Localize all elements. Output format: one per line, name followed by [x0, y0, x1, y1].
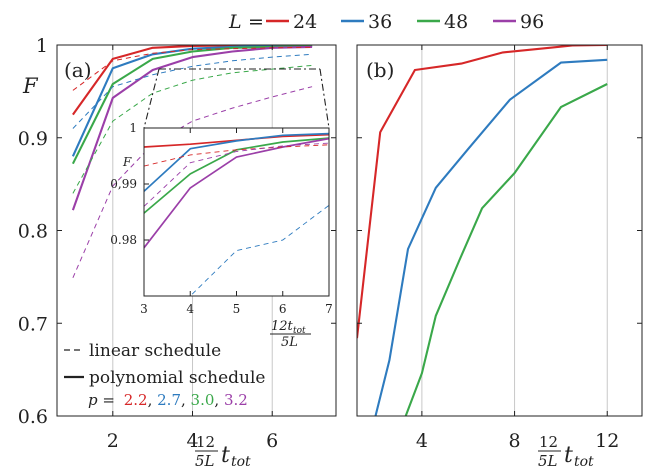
legend-label-96: 96 — [520, 11, 544, 33]
x-frac-den-a: 5L — [195, 452, 215, 470]
legend-label-24: 24 — [293, 11, 317, 33]
svg-text:p = 2.2, 2.7,: p = 2.2, 2.7, 3.0, 3.2 — [88, 391, 248, 409]
panel-b-lines — [357, 45, 608, 416]
x-tick-label: 6 — [266, 430, 278, 452]
polynomial-schedule-label: polynomial schedule — [89, 368, 265, 388]
y-tick-label: 0.6 — [18, 406, 48, 428]
legend-label-36: 36 — [368, 11, 392, 33]
x-t-b: t — [564, 443, 573, 468]
p-value-3.2: 3.2 — [224, 391, 248, 409]
top-legend: L = 24 36 48 96 — [228, 11, 544, 33]
series-line-L96-polynomial — [144, 137, 329, 249]
inset-ticks: 3 4 5 6 7 0.98 0,99 1 — [110, 121, 333, 316]
x-tick-label: 6 — [279, 302, 287, 316]
inset-x-label-bottom: 5L — [281, 335, 298, 350]
series-line-L36-polynomial — [144, 132, 329, 192]
p-prefix: p = — [88, 391, 115, 409]
x-t-a: t — [221, 443, 230, 468]
panel-b-x-axis-label: 12 5L t tot — [538, 433, 594, 470]
inset-lines — [144, 132, 329, 296]
panel-a-ticks: 2 4 6 0.6 0.7 0.8 0.9 1 — [18, 35, 336, 452]
series-line-L36-linear — [72, 53, 313, 129]
x-tick-label: 5 — [233, 302, 241, 316]
x-tick-label: 4 — [416, 430, 428, 452]
x-tick-label: 3 — [140, 302, 148, 316]
series-line-L36-polynomial — [374, 58, 608, 416]
series-line-L36-linear — [189, 204, 329, 296]
legend-label-48: 48 — [444, 11, 468, 33]
series-line-L48-linear — [72, 64, 313, 194]
panel-b-label: (b) — [366, 58, 394, 82]
series-group — [144, 132, 329, 296]
p-value-2.2: 2.2 — [124, 391, 148, 409]
y-tick-label: 0.9 — [18, 128, 48, 150]
y-tick-label: 1 — [36, 35, 48, 57]
inset-x-label-sub: tot — [293, 326, 306, 336]
p-value-2.7: 2.7 — [157, 391, 181, 409]
y-tick-label: 1 — [129, 121, 137, 135]
x-frac-den-b: 5L — [538, 452, 558, 470]
y-tick-label: 0.7 — [18, 313, 48, 335]
legend-L-symbol: L — [228, 11, 242, 33]
p-value-3.0: 3.0 — [191, 391, 215, 409]
x-tick-label: 2 — [107, 430, 119, 452]
y-tick-label: 0.98 — [110, 233, 137, 247]
panel-b-gridlines — [421, 45, 608, 416]
y-tick-label: 0.8 — [18, 221, 48, 243]
linear-schedule-label: linear schedule — [89, 341, 221, 361]
series-line-L96-linear — [72, 86, 313, 278]
series-line-L24-linear — [144, 144, 329, 167]
x-sub-a: tot — [231, 454, 251, 470]
x-frac-num-b: 12 — [539, 433, 558, 451]
inset-zoom-connector — [143, 68, 330, 129]
panel-a-x-axis-label: 12 5L t tot — [195, 433, 251, 470]
x-tick-label: 8 — [509, 430, 521, 452]
schedule-legend: linear schedule polynomial schedule p = … — [64, 341, 265, 409]
x-tick-label: 7 — [325, 302, 333, 316]
x-tick-label: 4 — [186, 302, 194, 316]
legend-equals: = — [248, 11, 264, 33]
y-axis-label: F — [22, 74, 39, 98]
inset-x-label-top: 12t — [271, 319, 294, 334]
panel-b-frame — [356, 44, 643, 417]
x-tick-label: 12 — [595, 430, 619, 452]
series-line-L48-polynomial — [404, 83, 608, 416]
series-group — [357, 45, 608, 416]
y-tick-label: 0,99 — [110, 177, 137, 191]
inset-x-label: 12t tot 5L — [270, 319, 311, 350]
panel-a-label: (a) — [64, 58, 92, 82]
x-sub-b: tot — [574, 454, 594, 470]
series-line-L24-polynomial — [357, 45, 608, 339]
series-line-L96-linear — [144, 142, 329, 207]
x-frac-num-a: 12 — [196, 433, 215, 451]
x-tick-label: 4 — [186, 430, 198, 452]
inset-background — [144, 128, 329, 296]
panel-b-ticks: 4 8 12 — [357, 44, 642, 452]
inset-y-label: F — [122, 155, 132, 169]
